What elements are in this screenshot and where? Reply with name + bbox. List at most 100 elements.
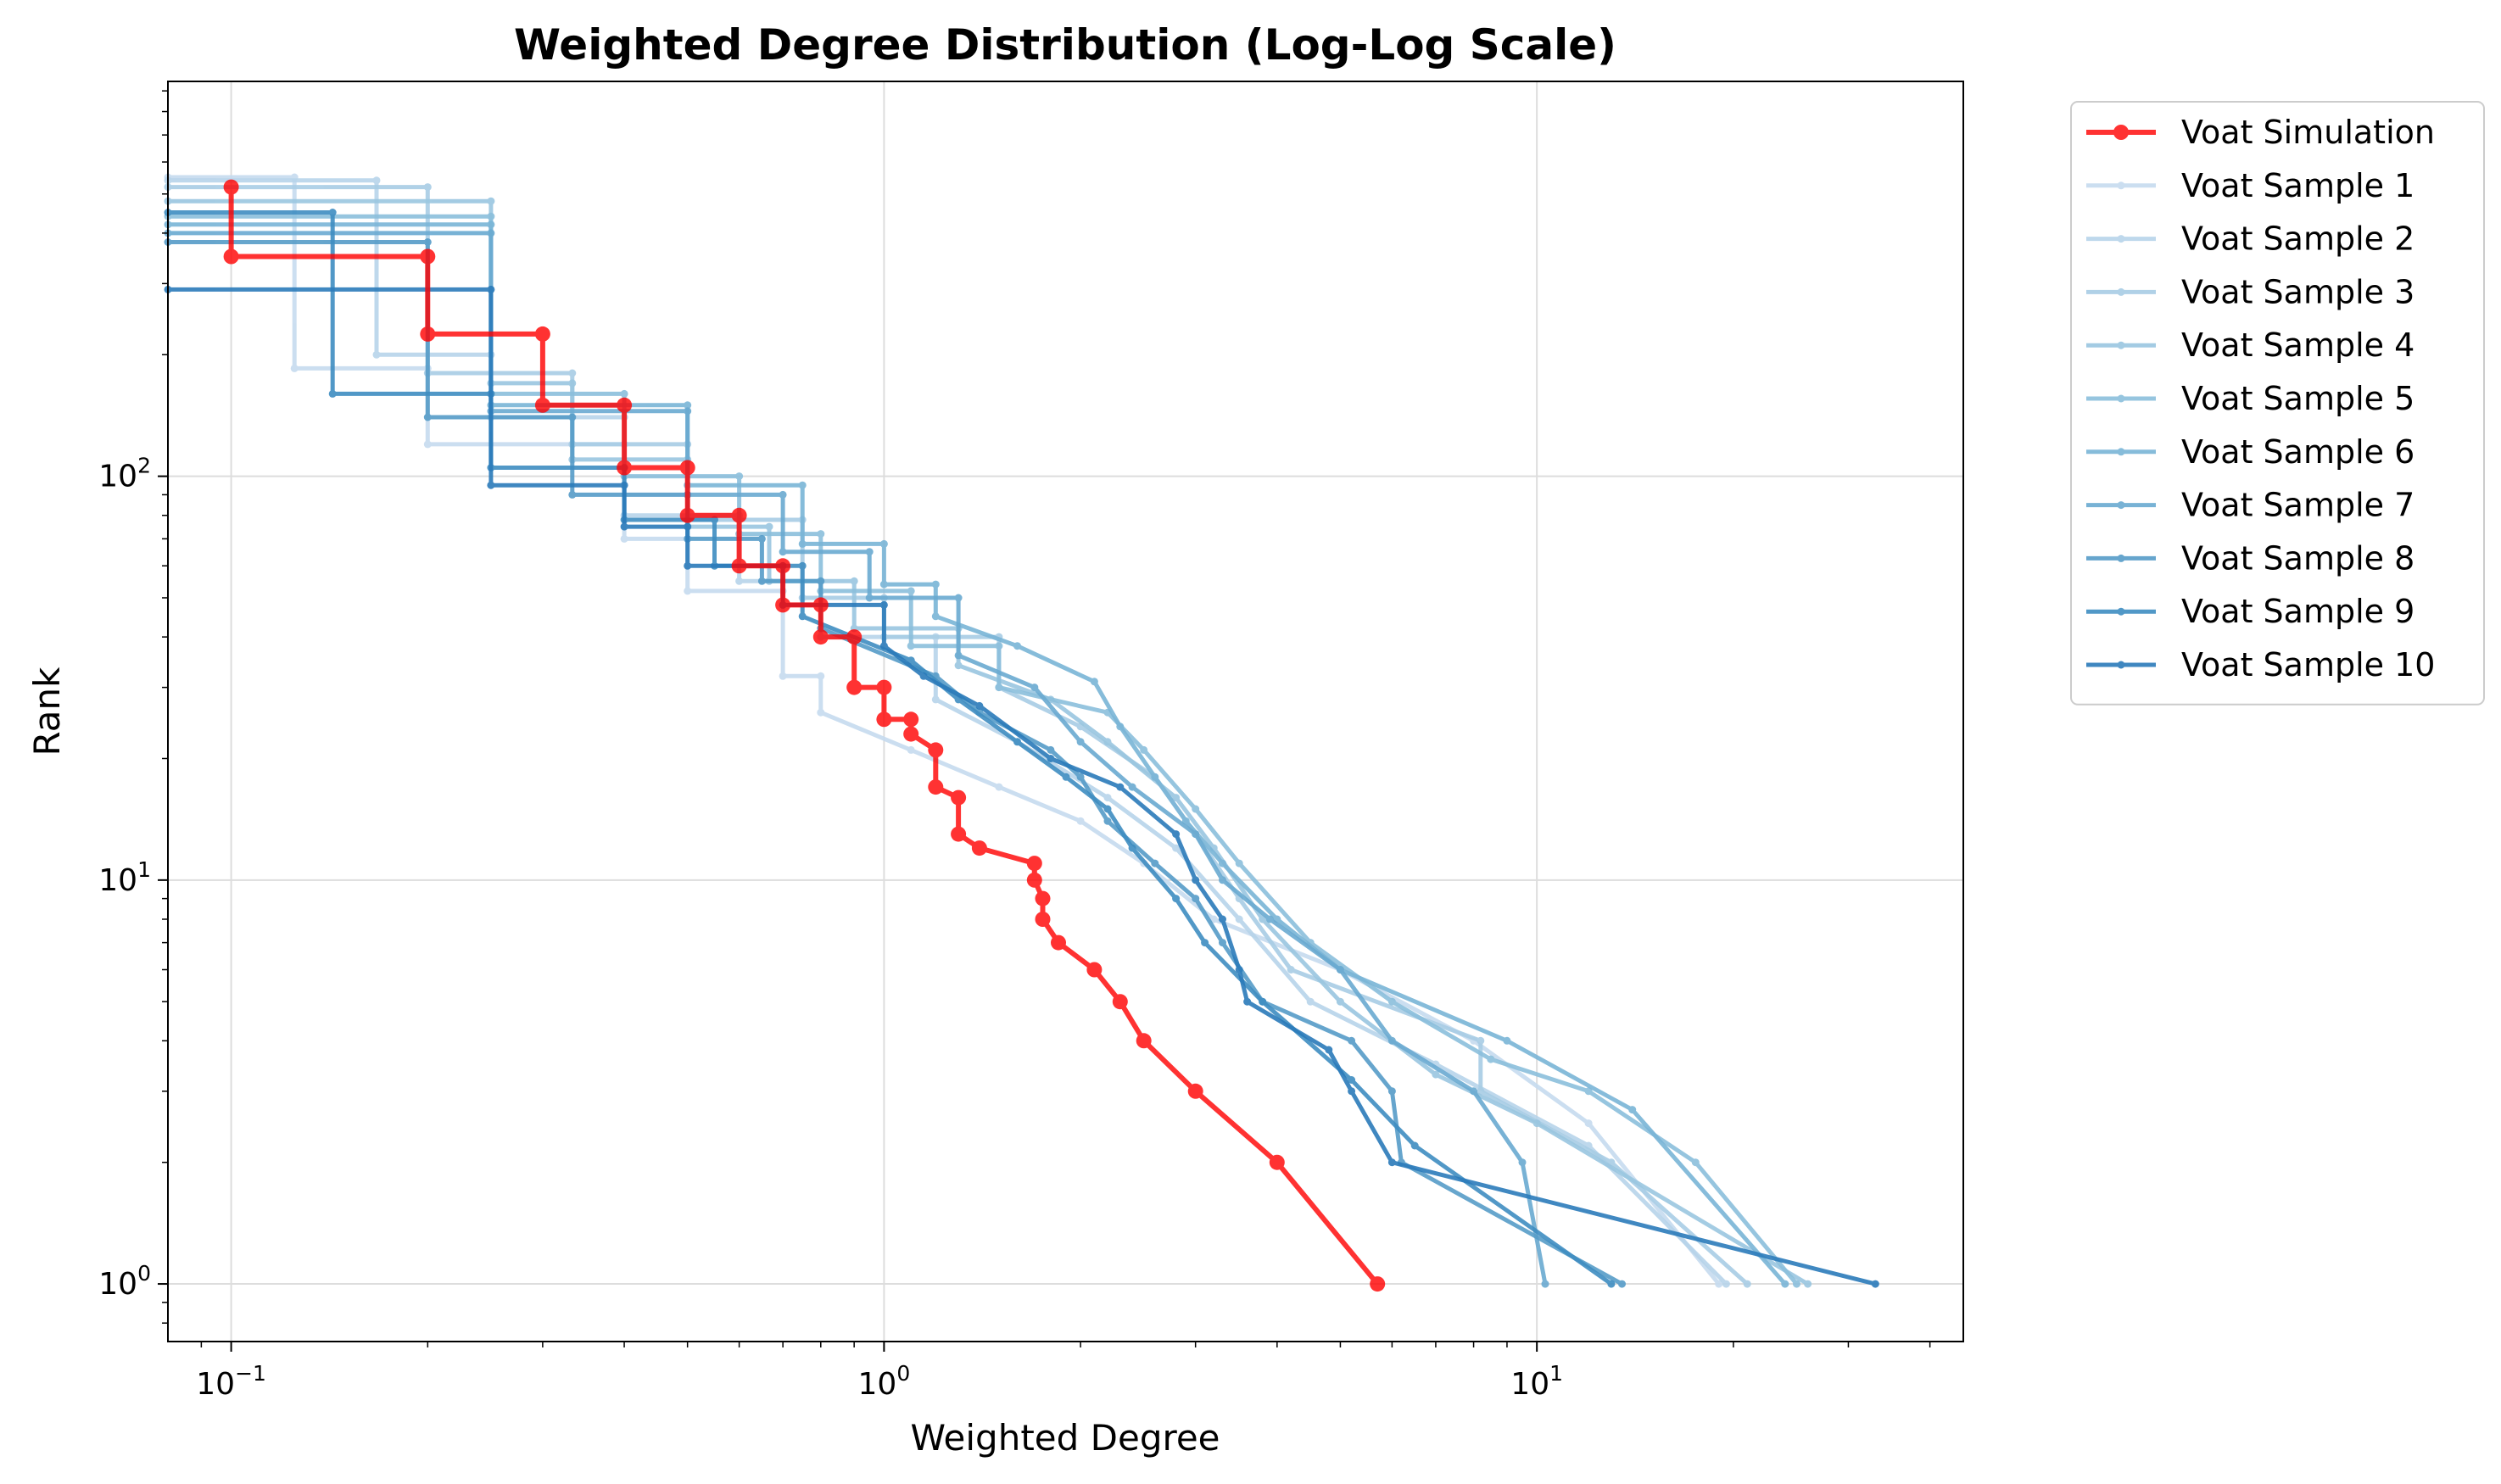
x-tick-label: 10−1 (196, 1361, 266, 1402)
legend-label: Voat Sample 1 (2181, 167, 2414, 204)
data-point (779, 548, 787, 556)
data-point (954, 651, 963, 660)
data-point (1013, 642, 1021, 650)
data-point (1219, 859, 1226, 868)
data-point (850, 577, 858, 585)
data-point (1172, 844, 1181, 852)
data-point (1336, 966, 1344, 974)
data-point (1871, 1280, 1879, 1288)
data-point (1781, 1280, 1789, 1288)
y-tick-label: 102 (98, 454, 151, 494)
legend-swatch-marker (2117, 287, 2125, 296)
data-point (879, 539, 888, 548)
data-point (1410, 1141, 1419, 1150)
data-point (1013, 738, 1021, 746)
data-point (1387, 1087, 1396, 1096)
data-point (568, 413, 577, 421)
data-point (1192, 830, 1200, 839)
data-point (951, 826, 967, 842)
data-point (907, 745, 915, 754)
data-point (1691, 1158, 1700, 1167)
data-point (1030, 683, 1039, 692)
data-point (290, 364, 299, 372)
data-point (1325, 1046, 1333, 1054)
data-point (907, 642, 915, 650)
legend-label: Voat Simulation (2181, 114, 2435, 151)
legend-swatch-marker (2113, 125, 2129, 140)
data-point (487, 220, 495, 229)
legend-label: Voat Sample 6 (2181, 433, 2414, 471)
data-point (487, 481, 495, 489)
data-point (779, 490, 787, 499)
data-point (735, 577, 744, 585)
data-point (684, 561, 692, 570)
data-point (765, 522, 773, 531)
data-point (679, 460, 695, 476)
data-point (1192, 876, 1200, 884)
data-point (1235, 859, 1243, 868)
data-point (534, 397, 550, 413)
data-point (798, 481, 807, 489)
data-point (928, 742, 944, 758)
data-point (420, 248, 436, 265)
legend-swatch-marker (2117, 554, 2125, 562)
legend-label: Voat Sample 9 (2181, 593, 2414, 630)
data-point (919, 672, 928, 680)
data-point (684, 522, 692, 531)
legend-item-voat-sample-5 (2086, 394, 2156, 403)
data-point (995, 783, 1003, 791)
data-point (1076, 773, 1085, 781)
data-point (1062, 773, 1070, 781)
data-point (1026, 872, 1042, 888)
data-point (735, 472, 744, 481)
data-point (995, 642, 1003, 650)
data-point (1269, 1154, 1285, 1170)
data-point (1076, 738, 1085, 746)
data-point (487, 229, 495, 237)
data-point (1348, 1076, 1356, 1084)
legend-swatch-marker (2117, 181, 2125, 190)
data-point (1209, 915, 1218, 923)
data-point (1140, 745, 1148, 754)
data-point (812, 629, 829, 645)
data-point (1151, 773, 1159, 781)
data-point (731, 507, 747, 523)
data-point (684, 401, 692, 410)
legend-item-voat-sample-10 (2086, 661, 2156, 669)
data-point (1103, 738, 1112, 746)
data-point (423, 183, 432, 192)
data-point (487, 285, 495, 293)
data-point (1103, 805, 1112, 813)
data-point (1715, 1280, 1723, 1288)
data-point (1793, 1280, 1800, 1288)
legend-label: Voat Sample 5 (2181, 380, 2414, 417)
legend-label: Voat Sample 2 (2181, 220, 2414, 258)
data-point (1219, 915, 1226, 923)
x-tick-label: 101 (1510, 1361, 1563, 1402)
data-point (1336, 997, 1344, 1006)
data-point (879, 580, 888, 589)
data-point (568, 369, 577, 377)
data-point (1628, 1106, 1637, 1114)
data-point (1128, 844, 1136, 852)
data-point (1387, 1036, 1396, 1045)
data-point (1265, 915, 1274, 923)
legend-swatch-marker (2117, 448, 2125, 456)
chart-title: Weighted Degree Distribution (Log-Log Sc… (514, 20, 1616, 70)
data-point (731, 558, 747, 574)
data-point (1607, 1280, 1616, 1288)
legend-item-voat-sample-6 (2086, 448, 2156, 456)
data-point (1618, 1280, 1626, 1288)
data-point (1086, 962, 1103, 978)
x-tick-label: 100 (858, 1361, 911, 1402)
data-point (1076, 817, 1085, 825)
data-point (1541, 1280, 1549, 1288)
data-point (620, 481, 628, 489)
data-point (798, 539, 807, 548)
data-point (372, 176, 381, 185)
data-point (1116, 783, 1125, 791)
data-point (684, 587, 692, 595)
data-point (975, 701, 984, 710)
data-point (1387, 997, 1396, 1006)
legend-label: Voat Sample 3 (2181, 273, 2414, 310)
